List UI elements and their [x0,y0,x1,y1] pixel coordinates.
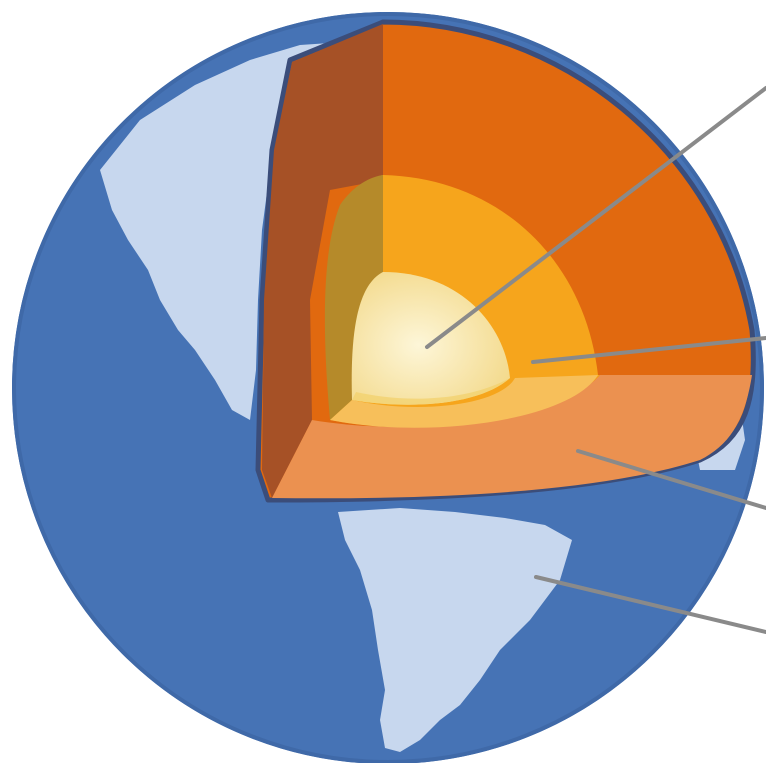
leader-line-inner-core [425,86,766,349]
leader-line-mantle [576,449,766,510]
inner-core [351,272,510,405]
globe-rim [12,12,764,763]
leader-line-crust [534,575,766,634]
leader-line-outer-core [531,336,766,364]
inner-core-bottom [352,378,510,405]
landmass-south-america [338,508,572,752]
cutaway-wedge [255,19,756,503]
mantle-left-face [262,24,383,498]
landmass-north-america [100,42,360,420]
outer-core-left-face [324,175,383,420]
leader-lines [425,86,766,634]
outer-core-bottom-face [330,375,598,428]
